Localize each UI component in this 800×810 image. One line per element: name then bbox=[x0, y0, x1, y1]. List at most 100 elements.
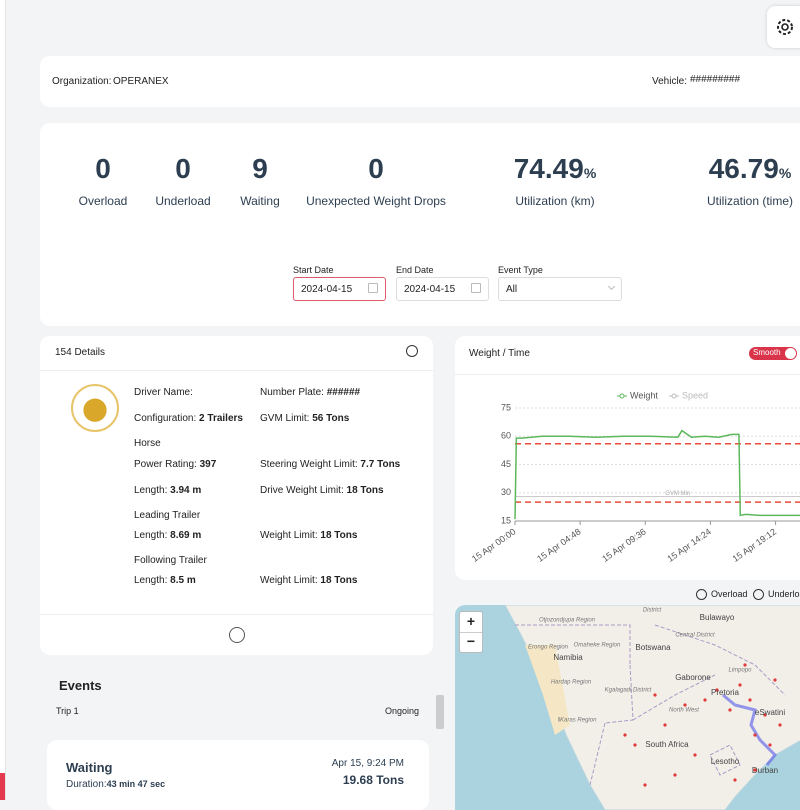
map-label: Botswana bbox=[635, 643, 671, 652]
detail-field: Weight Limit: 18 Tons bbox=[260, 575, 357, 586]
map-label: Namibia bbox=[553, 653, 583, 662]
filter-label: Start Date bbox=[293, 265, 334, 275]
map-label: Otjozondjupa Region bbox=[539, 618, 596, 624]
y-tick-label: 45 bbox=[501, 459, 511, 469]
filter-input[interactable]: All bbox=[498, 277, 622, 301]
map-dot bbox=[663, 723, 667, 727]
detail-field: Number Plate: ###### bbox=[260, 387, 360, 398]
filter-value: 2024-04-15 bbox=[404, 284, 456, 295]
field-value: 3.94 m bbox=[170, 485, 202, 496]
stat-label: Utilization (km) bbox=[515, 194, 595, 208]
field-label: Weight Limit: bbox=[260, 575, 318, 586]
stat-number: 74.49 bbox=[513, 153, 584, 184]
filter-label: Event Type bbox=[498, 265, 543, 275]
detail-field: Drive Weight Limit: 18 Tons bbox=[260, 485, 384, 496]
detail-field: Configuration: 2 Trailers bbox=[134, 413, 243, 424]
field-value: 397 bbox=[199, 459, 217, 470]
field-label: Steering Weight Limit: bbox=[260, 459, 358, 470]
vehicle-value: ######### bbox=[690, 74, 741, 85]
field-label: Driver Name: bbox=[134, 387, 193, 398]
details-card: 154 Details Driver Name: Number Plate: ###… bbox=[40, 336, 433, 655]
filter-input[interactable]: 2024-04-15 bbox=[396, 277, 489, 301]
stat-value: 0 bbox=[83, 153, 283, 185]
y-tick-label: 60 bbox=[501, 431, 511, 441]
stat-value: 0 bbox=[40, 153, 203, 185]
field-value: 18 Tons bbox=[320, 530, 358, 541]
stat-value: 74.49% bbox=[455, 153, 655, 185]
desert bbox=[525, 645, 570, 735]
map-dot bbox=[763, 713, 767, 717]
stat-unit: % bbox=[778, 165, 792, 181]
header-card: Organization: OPERANEX Vehicle: ######### bbox=[40, 56, 800, 107]
stats-card: 0 Overload 0 Underload 9 Waiting 0 Unexpected W… bbox=[40, 123, 800, 326]
map-label: Central District bbox=[675, 633, 715, 639]
stat-number: 0 bbox=[368, 153, 384, 184]
map-card: District Bulawayo Otjozondjupa Region Centr… bbox=[455, 605, 800, 810]
map-label: Limpopo bbox=[728, 668, 752, 674]
map-dot bbox=[703, 698, 707, 702]
filter-input[interactable]: 2024-04-15 bbox=[293, 277, 386, 301]
map-dot bbox=[768, 743, 772, 747]
legend-label: Underload bbox=[768, 589, 800, 599]
calendar-icon bbox=[368, 283, 378, 293]
stat-label: Overload bbox=[78, 194, 128, 208]
field-label: Configuration: bbox=[134, 413, 197, 424]
info-icon[interactable] bbox=[406, 345, 418, 357]
chart-title: Weight / Time bbox=[469, 348, 530, 359]
legend-marker bbox=[671, 393, 677, 399]
stat-number: 0 bbox=[175, 153, 191, 184]
filter-value: 2024-04-15 bbox=[301, 284, 353, 295]
settings-button[interactable] bbox=[767, 6, 800, 48]
field-label: Power Rating: bbox=[134, 459, 197, 470]
x-tick-label: 15 Apr 14:24 bbox=[665, 526, 713, 563]
duration-value: 43 min 47 sec bbox=[106, 779, 166, 789]
org-label: Organization: bbox=[52, 76, 112, 87]
map-dot bbox=[633, 743, 637, 747]
trip-label: Trip 1 bbox=[56, 706, 79, 716]
event-card[interactable]: Waiting Duration:43 min 47 sec Apr 15, 9:2… bbox=[47, 740, 429, 810]
section-heading: Horse bbox=[134, 438, 161, 449]
stat-number: 46.79 bbox=[708, 153, 779, 184]
legend-icon bbox=[696, 589, 707, 600]
trip-status: Ongoing bbox=[385, 706, 420, 716]
event-time: Apr 15, 9:24 PM bbox=[331, 758, 404, 769]
field-label: Drive Weight Limit: bbox=[260, 485, 344, 496]
map-label: Pretoria bbox=[711, 688, 740, 697]
map-dot bbox=[748, 698, 752, 702]
detail-field: Weight Limit: 18 Tons bbox=[260, 530, 357, 541]
map-dot bbox=[715, 688, 719, 692]
details-title: 154 Details bbox=[55, 347, 106, 358]
map-dot bbox=[623, 733, 627, 737]
field-label: Number Plate: bbox=[260, 387, 324, 398]
map-label: North West bbox=[669, 708, 699, 714]
detail-field: Length: 8.5 m bbox=[134, 575, 196, 586]
toggle-knob bbox=[785, 348, 796, 359]
y-tick-label: 15 bbox=[501, 515, 511, 525]
duration-label: Duration: bbox=[66, 779, 107, 790]
zoom-out[interactable]: − bbox=[460, 632, 482, 649]
legend-label: Speed bbox=[682, 390, 708, 400]
field-value: 8.5 m bbox=[170, 575, 196, 586]
smooth-toggle[interactable]: Smooth bbox=[749, 347, 797, 360]
stat-number: 9 bbox=[252, 153, 268, 184]
event-weight: 19.68 Tons bbox=[342, 773, 404, 787]
event-type: Waiting bbox=[66, 760, 113, 775]
map-dot bbox=[753, 768, 757, 772]
y-tick-label: 75 bbox=[501, 402, 511, 412]
map-dot bbox=[773, 678, 777, 682]
map-dot bbox=[743, 663, 747, 667]
field-label: GVM Limit: bbox=[260, 413, 310, 424]
map-dot bbox=[673, 773, 677, 777]
legend-marker bbox=[619, 393, 625, 399]
map-label: South Africa bbox=[645, 740, 689, 749]
collapse-button[interactable] bbox=[229, 627, 245, 643]
zoom-in[interactable]: + bbox=[466, 613, 476, 629]
map-dot bbox=[653, 693, 657, 697]
stat-value: 46.79% bbox=[650, 153, 800, 185]
x-tick-label: 15 Apr 09:36 bbox=[600, 526, 648, 563]
stat-number: 0 bbox=[95, 153, 111, 184]
map-label: ǁKaras Region bbox=[558, 718, 597, 724]
map-dot bbox=[738, 683, 742, 687]
field-value: 7.7 Tons bbox=[360, 459, 401, 470]
canvas: District Bulawayo Otjozondjupa Region Centr… bbox=[455, 605, 800, 810]
